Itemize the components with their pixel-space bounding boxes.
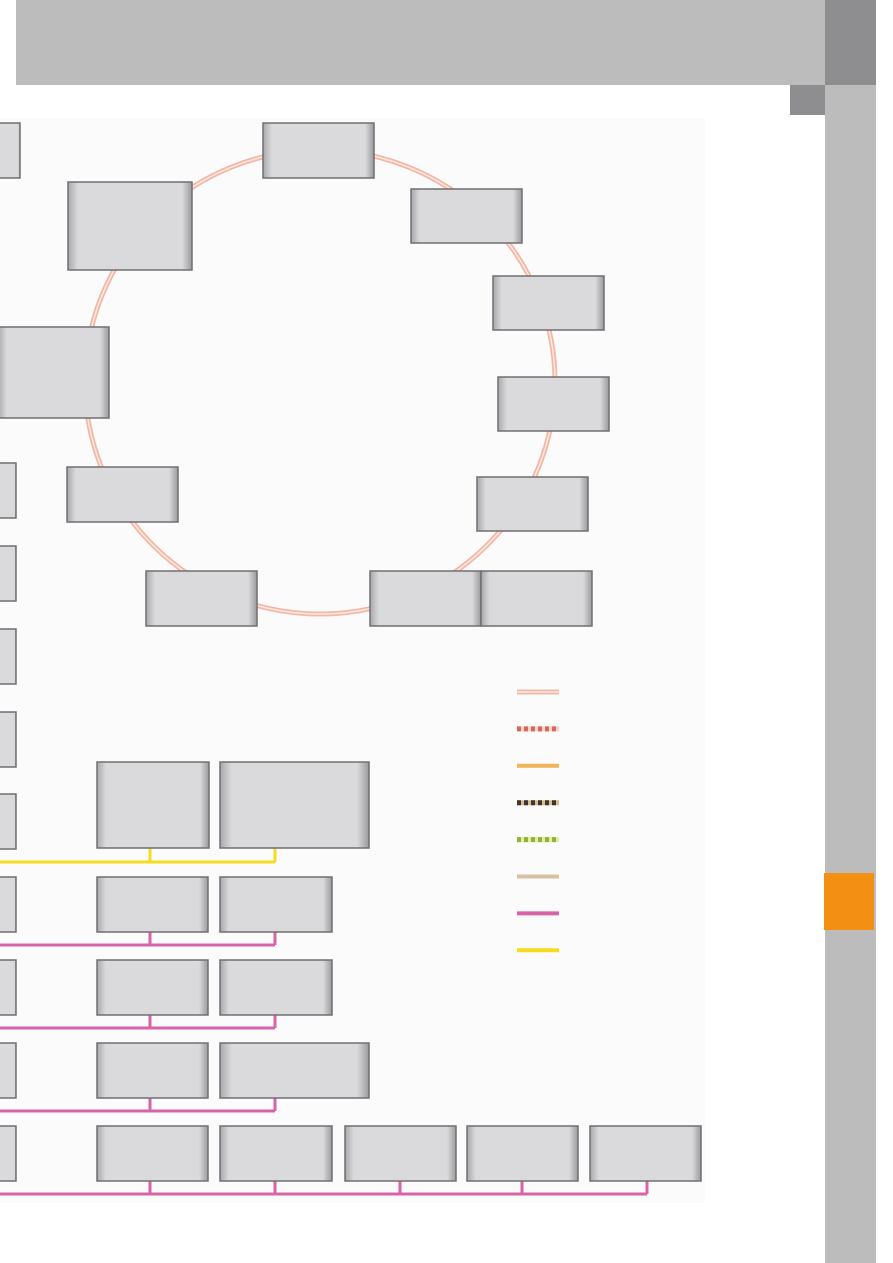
device-box xyxy=(0,462,17,519)
device-box xyxy=(219,876,333,933)
device-box xyxy=(96,1125,209,1182)
side-band xyxy=(825,0,876,1263)
device-box xyxy=(492,275,605,331)
device-box xyxy=(369,570,482,627)
device-box xyxy=(410,188,523,244)
device-box xyxy=(219,1042,370,1099)
section-tab[interactable] xyxy=(824,873,874,930)
device-box xyxy=(262,122,375,179)
device-box xyxy=(476,476,589,532)
device-box xyxy=(589,1125,702,1182)
device-box xyxy=(67,181,193,271)
device-box xyxy=(0,628,17,685)
device-box xyxy=(0,793,17,850)
device-box xyxy=(96,1042,209,1099)
device-box xyxy=(96,959,209,1016)
device-box xyxy=(219,959,333,1016)
device-box xyxy=(0,959,17,1016)
device-box xyxy=(344,1125,457,1182)
page-marker xyxy=(790,85,825,115)
device-box xyxy=(145,570,258,627)
device-box xyxy=(96,761,210,849)
device-box xyxy=(0,711,17,768)
device-box xyxy=(466,1125,579,1182)
header-band xyxy=(16,0,825,85)
device-box xyxy=(0,326,110,419)
device-box xyxy=(0,122,21,179)
device-box xyxy=(0,876,17,933)
device-box xyxy=(480,570,593,627)
device-box xyxy=(96,876,209,933)
device-box xyxy=(66,466,179,523)
device-box xyxy=(0,545,17,602)
side-band-top xyxy=(825,0,876,85)
device-box xyxy=(219,1125,333,1182)
device-box xyxy=(219,761,370,849)
device-box xyxy=(497,376,610,432)
device-box xyxy=(0,1042,17,1099)
device-box xyxy=(0,1125,17,1182)
